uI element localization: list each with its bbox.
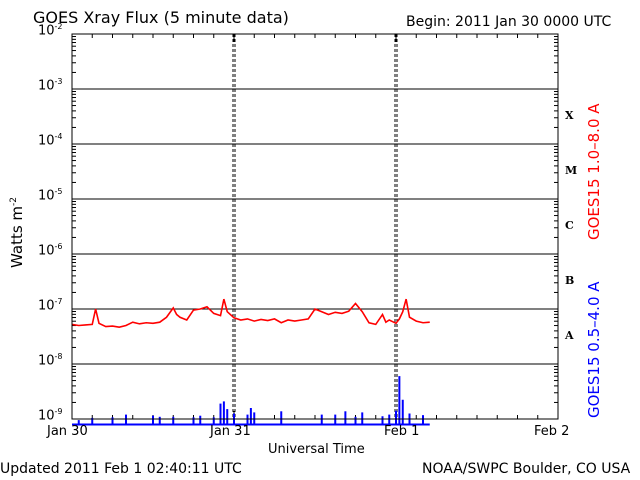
y-tick-exp: -9	[54, 407, 63, 416]
y-tick-base: 10	[38, 353, 55, 369]
y-tick-exp: -2	[54, 22, 63, 31]
y-tick-label: 10-9	[38, 407, 63, 423]
updated-timestamp: Updated 2011 Feb 1 02:40:11 UTC	[0, 461, 242, 477]
flare-class-label: X	[565, 108, 574, 122]
y-tick-base: 10	[38, 188, 55, 204]
y-tick-base: 10	[38, 78, 55, 94]
y-tick-label: 10-4	[38, 132, 63, 148]
y-axis-label-base: Watts m	[8, 205, 26, 268]
grid-lines	[71, 34, 559, 419]
y-tick-label: 10-5	[38, 187, 63, 203]
y-tick-exp: -7	[54, 297, 63, 306]
legend-long: GOES15 1.0–8.0 A	[585, 103, 603, 240]
flare-class-label: B	[565, 273, 575, 287]
y-tick-label: 10-6	[38, 242, 63, 258]
credit-text: NOAA/SWPC Boulder, CO USA	[422, 461, 631, 477]
begin-time: Begin: 2011 Jan 30 0000 UTC	[406, 14, 612, 30]
x-tick-label: Feb 2	[534, 424, 570, 439]
y-tick-base: 10	[38, 243, 55, 259]
y-tick-base: 10	[38, 133, 55, 149]
y-axis-label-exp: -2	[9, 196, 19, 206]
x-tick-label: Jan 30	[47, 424, 88, 439]
y-tick-label: 10-7	[38, 297, 63, 313]
flare-class-label: C	[565, 218, 574, 232]
y-tick-exp: -8	[54, 352, 63, 361]
y-tick-label: 10-3	[38, 77, 63, 93]
legend-short: GOES15 0.5–4.0 A	[585, 281, 603, 418]
x-axis-label: Universal Time	[268, 442, 365, 457]
y-tick-label: 10-2	[38, 22, 63, 38]
y-tick-base: 10	[38, 408, 55, 424]
flare-class-label: A	[565, 328, 574, 342]
y-tick-exp: -6	[54, 242, 63, 251]
series-short-wavelength	[72, 376, 430, 426]
x-tick-label: Feb 1	[384, 424, 420, 439]
y-tick-base: 10	[38, 298, 55, 314]
y-tick-exp: -4	[54, 132, 63, 141]
y-tick-exp: -3	[54, 77, 63, 86]
x-tick-label: Jan 31	[210, 424, 251, 439]
y-tick-base: 10	[38, 23, 55, 39]
y-tick-label: 10-8	[38, 352, 63, 368]
plot-frame	[71, 33, 559, 420]
y-tick-exp: -5	[54, 187, 63, 196]
flare-class-label: M	[565, 163, 578, 177]
series-long-wavelength	[71, 298, 430, 328]
chart-title: GOES Xray Flux (5 minute data)	[33, 8, 289, 27]
series-line-long	[71, 298, 430, 328]
y-axis-label: Watts m-2	[8, 197, 26, 268]
